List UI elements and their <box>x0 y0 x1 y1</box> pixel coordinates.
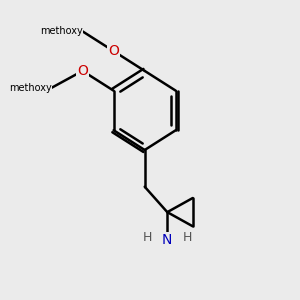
Text: O: O <box>77 64 88 78</box>
Text: methoxy: methoxy <box>9 83 52 93</box>
Text: O: O <box>108 44 119 58</box>
Text: methoxy: methoxy <box>40 26 82 36</box>
Text: H: H <box>142 231 152 244</box>
Text: N: N <box>162 233 172 248</box>
Text: H: H <box>183 231 192 244</box>
